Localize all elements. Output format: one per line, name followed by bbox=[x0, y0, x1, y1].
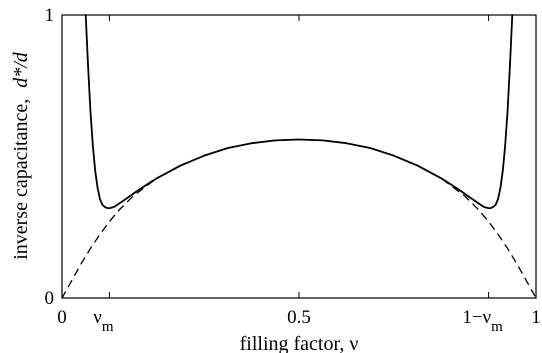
series-solid-line bbox=[84, 14, 514, 210]
ticks bbox=[61, 14, 537, 299]
series-dashed-line bbox=[61, 138, 537, 299]
x-axis-label: filling factor, ν bbox=[240, 333, 359, 353]
y-tick-label-0: 0 bbox=[45, 288, 55, 309]
special-tick-label-0: νm bbox=[93, 307, 114, 335]
special-tick-sub-1: m bbox=[491, 319, 503, 335]
special-tick-sub-0: m bbox=[102, 319, 114, 335]
y-axis-label-italic: d*/d bbox=[10, 51, 32, 88]
y-axis-label-main: inverse capacitance, bbox=[10, 99, 32, 260]
x-tick-label-0: 0 bbox=[57, 307, 67, 328]
x-tick-label-1: 0.5 bbox=[287, 307, 311, 328]
x-tick-label-2: 1 bbox=[531, 307, 541, 328]
plot-frame bbox=[61, 14, 537, 299]
special-tick-base-1: 1−ν bbox=[462, 307, 491, 328]
y-tick-label-1: 1 bbox=[45, 5, 55, 26]
special-tick-label-1: 1−νm bbox=[462, 307, 503, 335]
series-group bbox=[61, 14, 537, 299]
special-tick-base-0: ν bbox=[93, 307, 102, 328]
y-axis-label: inverse capacitance, d*/d bbox=[10, 51, 32, 260]
